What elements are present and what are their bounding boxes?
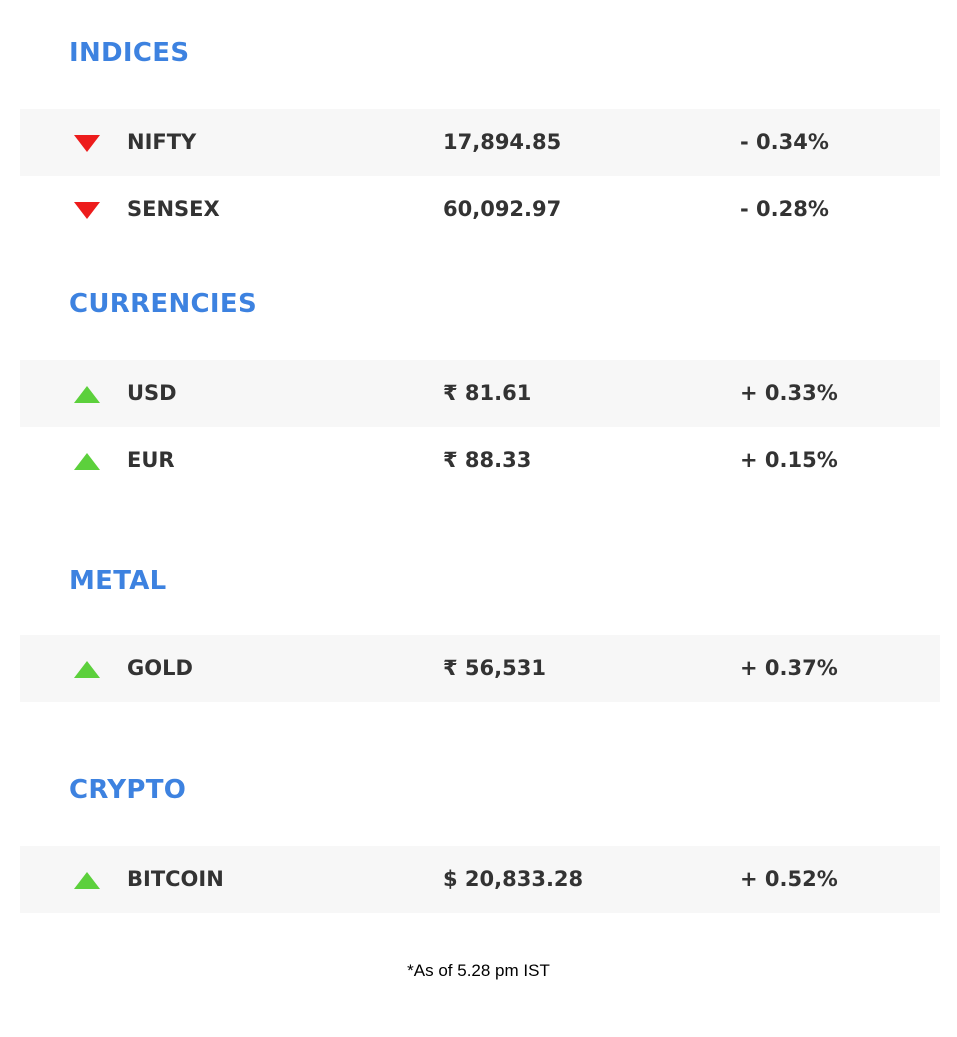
section-title-metal: METAL	[69, 566, 167, 596]
instrument-value: ₹ 56,531	[443, 656, 546, 680]
section-title-currencies: CURRENCIES	[69, 289, 257, 319]
instrument-change: + 0.37%	[740, 656, 838, 680]
instrument-change: + 0.33%	[740, 381, 838, 405]
up-triangle-icon	[74, 872, 100, 889]
section-title-crypto: CRYPTO	[69, 775, 187, 805]
market-row-usd[interactable]: USD ₹ 81.61 + 0.33%	[20, 360, 940, 427]
instrument-name: BITCOIN	[127, 867, 224, 891]
instrument-change: + 0.52%	[740, 867, 838, 891]
instrument-value: $ 20,833.28	[443, 867, 584, 891]
section-title-indices: INDICES	[69, 38, 190, 68]
instrument-name: NIFTY	[127, 130, 197, 154]
market-row-sensex[interactable]: SENSEX 60,092.97 - 0.28%	[20, 176, 940, 243]
up-triangle-icon	[74, 386, 100, 403]
instrument-name: EUR	[127, 448, 175, 472]
instrument-value: 17,894.85	[443, 130, 562, 154]
instrument-name: SENSEX	[127, 197, 220, 221]
instrument-change: + 0.15%	[740, 448, 838, 472]
instrument-value: ₹ 81.61	[443, 381, 532, 405]
up-triangle-icon	[74, 661, 100, 678]
timestamp-footnote: *As of 5.28 pm IST	[407, 961, 550, 980]
instrument-change: - 0.28%	[740, 197, 829, 221]
instrument-value: 60,092.97	[443, 197, 562, 221]
instrument-name: GOLD	[127, 656, 193, 680]
instrument-value: ₹ 88.33	[443, 448, 532, 472]
down-triangle-icon	[74, 202, 100, 219]
market-row-nifty[interactable]: NIFTY 17,894.85 - 0.34%	[20, 109, 940, 176]
down-triangle-icon	[74, 135, 100, 152]
market-row-bitcoin[interactable]: BITCOIN $ 20,833.28 + 0.52%	[20, 846, 940, 913]
instrument-change: - 0.34%	[740, 130, 829, 154]
market-row-gold[interactable]: GOLD ₹ 56,531 + 0.37%	[20, 635, 940, 702]
market-row-eur[interactable]: EUR ₹ 88.33 + 0.15%	[20, 427, 940, 494]
up-triangle-icon	[74, 453, 100, 470]
instrument-name: USD	[127, 381, 177, 405]
